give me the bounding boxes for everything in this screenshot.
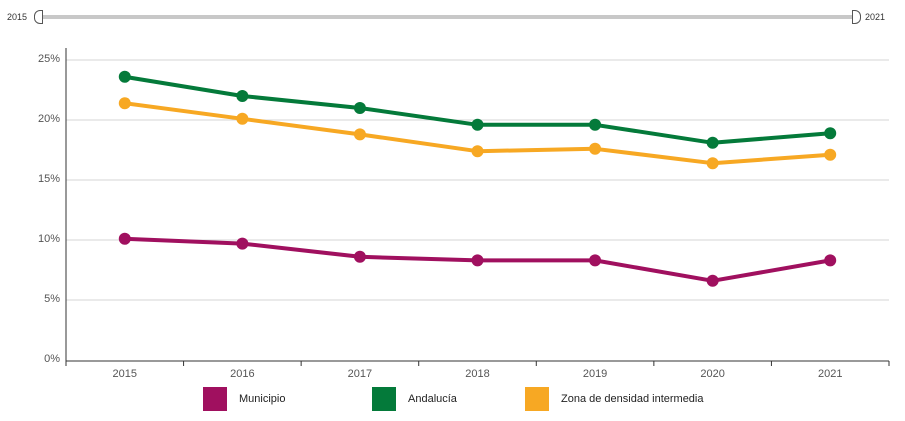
data-point[interactable]: [589, 118, 602, 131]
x-tick-label: 2018: [465, 368, 489, 380]
x-tick-label: 2016: [230, 368, 254, 380]
data-point[interactable]: [236, 112, 249, 125]
series-0: [118, 232, 837, 287]
legend-swatch: [372, 387, 396, 411]
y-tick-label: 20%: [38, 113, 60, 125]
data-point[interactable]: [589, 254, 602, 267]
series-1: [118, 70, 837, 149]
y-tick-label: 0%: [44, 353, 60, 365]
data-point[interactable]: [471, 145, 484, 158]
legend-item[interactable]: Andalucía: [372, 387, 457, 411]
y-tick-label: 15%: [38, 173, 60, 185]
data-point[interactable]: [353, 250, 366, 263]
x-tick-label: 2015: [113, 368, 137, 380]
range-track[interactable]: [38, 15, 856, 19]
series-line: [122, 74, 833, 145]
range-start-label: 2015: [7, 12, 28, 22]
range-start-handle[interactable]: [34, 10, 43, 24]
legend-label: Andalucía: [408, 393, 457, 405]
legend-item[interactable]: Municipio: [203, 387, 285, 411]
y-tick-label: 10%: [38, 233, 60, 245]
data-point[interactable]: [236, 90, 249, 102]
data-point[interactable]: [353, 102, 366, 114]
data-point[interactable]: [236, 237, 249, 250]
axes: 0% 5% 10% 15% 20% 25% 2015 2016 2017 2018 2019 2020…: [38, 48, 890, 380]
data-point[interactable]: [118, 232, 131, 245]
legend-swatch: [203, 387, 227, 411]
x-tick-label: 2020: [700, 368, 724, 380]
data-point[interactable]: [706, 136, 719, 149]
data-point[interactable]: [824, 127, 837, 140]
legend-swatch: [525, 387, 549, 411]
data-point[interactable]: [824, 148, 837, 161]
data-point[interactable]: [706, 274, 719, 287]
data-point[interactable]: [589, 142, 602, 155]
data-point[interactable]: [353, 128, 366, 141]
legend: Municipio Andalucía Zona de densidad inter…: [0, 384, 905, 414]
data-point[interactable]: [824, 254, 837, 267]
range-end-handle[interactable]: [852, 10, 861, 24]
data-point[interactable]: [471, 118, 484, 131]
legend-label: Zona de densidad intermedia: [561, 393, 704, 405]
y-tick-label: 25%: [38, 53, 60, 65]
data-point[interactable]: [471, 254, 484, 267]
year-range-slider[interactable]: 2015 2021: [0, 0, 905, 34]
legend-label: Municipio: [239, 393, 286, 405]
legend-item[interactable]: Zona de densidad intermedia: [525, 387, 703, 411]
data-point[interactable]: [118, 70, 131, 83]
range-end-label: 2021: [865, 12, 886, 22]
x-tick-label: 2017: [348, 368, 372, 380]
line-chart: 0% 5% 10% 15% 20% 25% 2015 2016 2017 2018 2019 2020…: [38, 48, 890, 380]
series-group: [118, 70, 837, 287]
x-tick-label: 2019: [583, 368, 607, 380]
x-tick-label: 2021: [818, 368, 842, 380]
data-point[interactable]: [118, 97, 131, 110]
data-point[interactable]: [706, 157, 719, 170]
y-tick-label: 5%: [44, 293, 60, 305]
series-2: [118, 97, 837, 170]
